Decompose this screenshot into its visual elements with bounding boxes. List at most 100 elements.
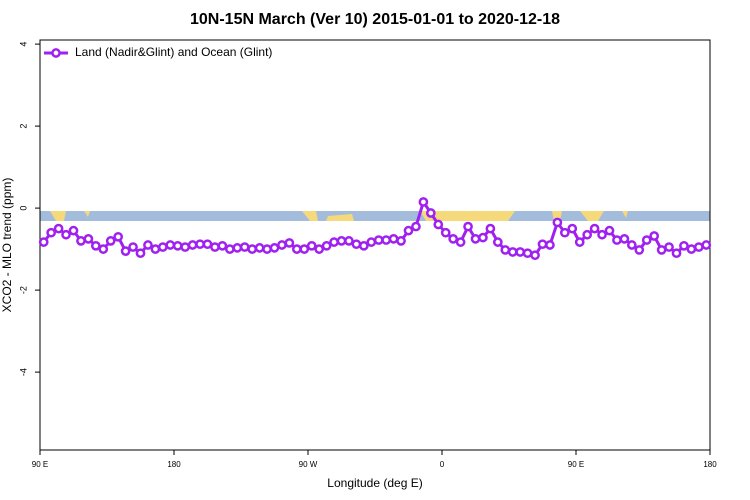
data-point — [61, 229, 71, 240]
data-point — [262, 244, 272, 254]
data-point — [150, 244, 161, 254]
ocean-band — [40, 211, 710, 221]
y-tick-label: 4 — [18, 42, 28, 47]
data-point — [299, 244, 310, 254]
data-point — [321, 240, 332, 251]
data-point — [217, 240, 228, 251]
data-point — [440, 227, 451, 238]
data-point — [329, 237, 339, 247]
legend-marker — [51, 48, 61, 58]
land — [326, 214, 354, 221]
chart-title: 10N-15N March (Ver 10) 2015-01-01 to 202… — [190, 11, 560, 28]
data-point — [634, 245, 645, 255]
data-point — [418, 197, 429, 207]
data-point — [90, 240, 101, 251]
data-point — [128, 242, 138, 252]
x-tick-label: 90 W — [299, 460, 318, 469]
data-point — [388, 234, 399, 244]
x-axis-label: Longitude (deg E) — [327, 476, 422, 490]
data-point — [165, 240, 176, 250]
data-point — [679, 240, 689, 251]
data-point — [113, 231, 124, 242]
data-point — [202, 239, 213, 250]
data-point — [344, 236, 354, 246]
data-point — [582, 229, 593, 240]
land — [302, 211, 318, 221]
x-tick-label: 90 E — [32, 460, 48, 469]
data-point — [463, 221, 473, 232]
data-point — [224, 244, 235, 254]
data-point — [210, 242, 220, 252]
data-point — [478, 232, 488, 243]
land — [622, 211, 628, 218]
data-point — [649, 231, 660, 241]
data-point — [157, 242, 168, 252]
data-point — [336, 236, 347, 246]
data-point — [559, 227, 570, 238]
data-point — [470, 234, 481, 244]
data-point — [626, 240, 637, 250]
x-tick-label: 180 — [703, 460, 717, 469]
data-point — [254, 243, 265, 253]
data-point — [269, 243, 280, 253]
data-point — [46, 227, 57, 238]
data-point — [358, 240, 369, 251]
data-point — [693, 242, 704, 252]
data-point — [701, 240, 712, 250]
data-point — [455, 237, 466, 247]
data-point — [656, 245, 667, 255]
data-point — [38, 237, 49, 247]
data-point — [314, 244, 325, 254]
data-point — [604, 225, 615, 236]
data-point — [68, 225, 79, 236]
data-point — [537, 239, 548, 250]
legend-label: Land (Nadir&Glint) and Ocean (Glint) — [75, 45, 272, 59]
data-point — [411, 221, 421, 232]
data-point — [545, 240, 555, 250]
data-point — [686, 244, 697, 254]
data-point — [351, 239, 362, 250]
map-strip — [40, 211, 710, 221]
data-point — [291, 244, 302, 254]
data-point — [195, 239, 205, 250]
data-point — [232, 243, 243, 253]
data-point — [671, 248, 682, 259]
x-tick-label: 90 E — [568, 460, 584, 469]
data-point — [597, 229, 607, 240]
x-tick-label: 0 — [440, 460, 445, 469]
data-point — [396, 236, 406, 246]
data-point — [277, 240, 287, 250]
data-point — [366, 237, 377, 247]
data-point — [515, 247, 526, 257]
data-point — [76, 236, 86, 246]
data-point — [135, 248, 146, 259]
data-point — [664, 242, 674, 252]
data-point — [120, 246, 131, 256]
data-point — [239, 242, 250, 252]
data-point — [641, 235, 652, 245]
data-point — [247, 244, 258, 254]
data-point — [187, 240, 198, 250]
land — [50, 211, 66, 221]
land — [420, 211, 515, 221]
data-point — [522, 248, 533, 259]
data-point — [619, 234, 630, 244]
data-point — [552, 217, 563, 228]
data-point — [381, 235, 392, 245]
land — [580, 211, 604, 221]
data-point — [143, 240, 153, 250]
data-point — [507, 247, 518, 257]
data-point — [425, 208, 436, 218]
data-point — [306, 240, 317, 251]
data-point — [98, 244, 109, 254]
data-point — [448, 234, 459, 244]
data-point — [485, 223, 496, 234]
y-tick-label: -2 — [18, 286, 28, 294]
data-point — [180, 242, 191, 252]
data-point — [530, 250, 540, 261]
data-point — [492, 237, 503, 247]
data-point — [574, 237, 585, 247]
data-point — [172, 240, 183, 251]
